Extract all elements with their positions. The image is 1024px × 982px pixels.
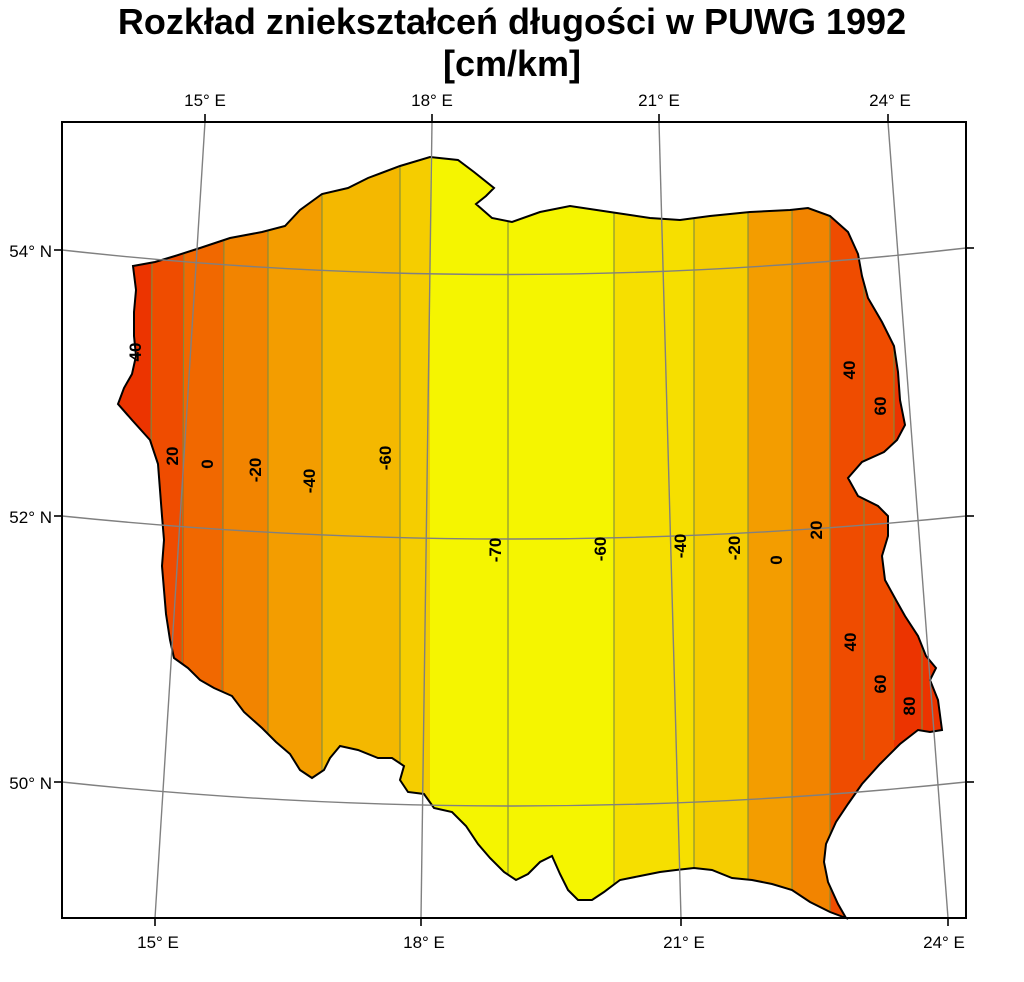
isoline-label: 80 [900, 697, 919, 716]
map-title: Rozkład zniekształceń długości w PUWG 19… [117, 1, 907, 42]
lat-label: 52° N [9, 508, 52, 527]
distortion-band [694, 157, 748, 918]
distortion-band [268, 157, 322, 918]
bottom-lon-label: 24° E [923, 933, 965, 952]
lat-label: 54° N [9, 242, 52, 261]
map-frame [61, 121, 967, 919]
parallel-52 [61, 515, 967, 540]
top-longitude-labels: 15° E 18° E 21° E 24° E [184, 91, 911, 110]
meridian-15 [154, 121, 206, 919]
isoline-label: -20 [725, 536, 744, 561]
frame-ticks [54, 114, 974, 926]
isolines [149, 160, 923, 915]
isoline-label: 0 [198, 459, 217, 468]
distortion-band [118, 157, 152, 918]
lat-label: 50° N [9, 774, 52, 793]
graticule [61, 121, 967, 919]
bottom-longitude-labels: 15° E 18° E 21° E 24° E [137, 933, 965, 952]
isoline-label: 40 [126, 343, 145, 362]
isoline-label: 20 [807, 521, 826, 540]
isoline-label: 40 [840, 361, 859, 380]
map-title-unit: [cm/km] [442, 43, 582, 84]
top-lon-label: 21° E [638, 91, 680, 110]
distortion-band [792, 157, 830, 918]
isoline-label: 60 [871, 675, 890, 694]
isoline-label: 40 [841, 633, 860, 652]
distortion-bands [118, 157, 942, 918]
isoline-label: -60 [591, 537, 610, 562]
isoline-label: -40 [300, 469, 319, 494]
distortion-band [400, 157, 430, 918]
meridian-18 [420, 121, 433, 919]
distortion-band [864, 157, 894, 918]
bottom-lon-label: 15° E [137, 933, 179, 952]
meridian-21 [658, 121, 682, 919]
top-lon-label: 15° E [184, 91, 226, 110]
top-lon-label: 24° E [869, 91, 911, 110]
isoline [221, 231, 225, 711]
isoline-label: 60 [871, 397, 890, 416]
distortion-band [184, 157, 224, 918]
isoline-label: -20 [246, 458, 265, 483]
isoline-label: -60 [376, 446, 395, 471]
latitude-labels: 54° N 52° N 50° N [9, 242, 52, 793]
parallel-54 [61, 247, 967, 276]
isoline-label: -70 [486, 538, 505, 563]
distortion-band [748, 157, 792, 918]
parallel-50 [61, 781, 967, 807]
isoline-label: 20 [163, 447, 182, 466]
distortion-band [894, 157, 942, 918]
distortion-band [322, 157, 400, 918]
isoline-label: -40 [671, 534, 690, 559]
bottom-lon-label: 18° E [403, 933, 445, 952]
distortion-band [508, 157, 614, 918]
distortion-band [224, 157, 268, 918]
isoline-labels: 40 20 0 -20 -40 -60 -70 -60 -40 -20 0 20… [126, 343, 919, 716]
isoline-label: 0 [767, 555, 786, 564]
bottom-lon-label: 21° E [663, 933, 705, 952]
top-lon-label: 18° E [411, 91, 453, 110]
distortion-band [430, 157, 508, 918]
